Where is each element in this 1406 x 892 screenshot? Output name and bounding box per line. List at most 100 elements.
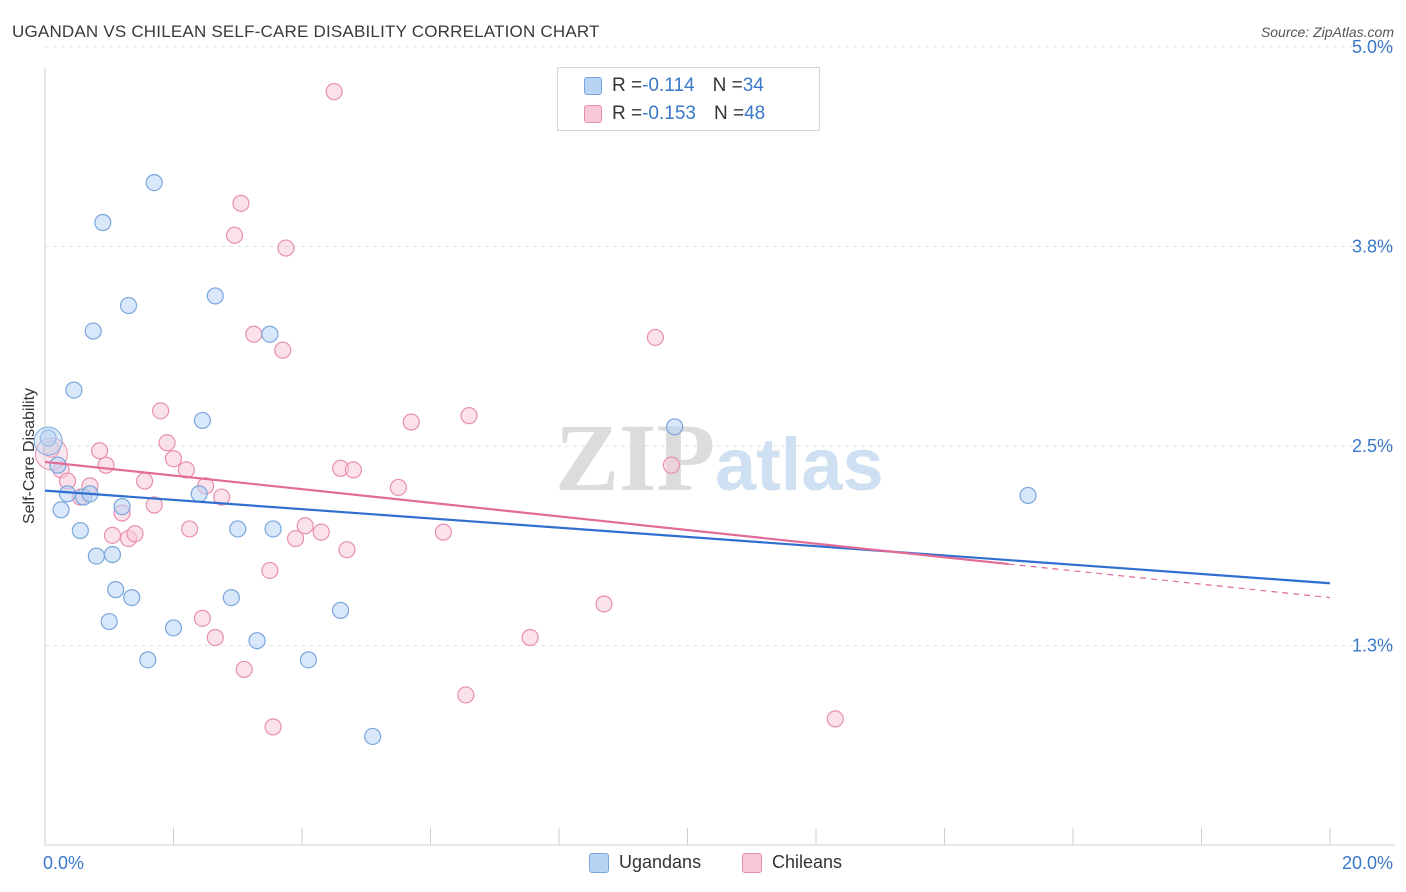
chilean-point [232, 194, 250, 212]
ugandan-point [190, 485, 208, 503]
ugandan-point [49, 456, 67, 474]
chilean-point [235, 660, 253, 679]
ugandan-point [331, 601, 350, 619]
ugandan-point [100, 612, 118, 631]
chilean-point [344, 461, 362, 479]
chilean-point [164, 450, 183, 468]
legend-swatch-ugandans [584, 77, 602, 95]
legend-swatch-chileans [584, 105, 602, 123]
y-tick-label: 5.0% [1352, 37, 1393, 57]
chilean-point [325, 83, 343, 101]
chilean-point [103, 526, 122, 544]
ugandan-point [666, 418, 684, 436]
x-max-label: 20.0% [1342, 853, 1393, 873]
chilean-point [135, 472, 154, 490]
chilean-point [274, 341, 292, 359]
ugandan-point [58, 485, 77, 503]
chilean-point [646, 328, 664, 347]
chilean-point [206, 628, 224, 647]
legend-n-value: 48 [744, 103, 766, 124]
chilean-point [389, 478, 407, 497]
chilean-point [277, 239, 295, 257]
gridlines [45, 46, 1395, 646]
ugandan-point [113, 498, 131, 516]
chilean-trend-dashed [1008, 563, 1331, 599]
y-tick-label: 3.8% [1352, 236, 1393, 256]
chilean-point [460, 407, 478, 425]
chilean-point [245, 325, 263, 343]
bottom-legend-label-chileans: Chileans [772, 852, 843, 872]
chilean-point [152, 402, 170, 420]
ugandan-point [1019, 486, 1037, 505]
chilean-point [402, 413, 420, 431]
ugandan-point [139, 651, 157, 669]
ugandan-point [364, 727, 382, 746]
ugandan-point [84, 322, 102, 340]
ugandan-points [33, 173, 1037, 746]
legend-r-value: -0.153 [642, 103, 696, 124]
source-label: Source: ZipAtlas.com [1260, 24, 1394, 40]
chilean-point [434, 523, 452, 541]
legend-n-label: N = [712, 75, 743, 96]
watermark-atlas: atlas [715, 423, 884, 506]
bottom-swatch-chileans [742, 852, 762, 873]
ugandan-point [107, 581, 125, 599]
chilean-point [126, 525, 144, 543]
ugandan-point [222, 588, 240, 607]
ugandan-point-large [33, 426, 63, 456]
chilean-point [180, 520, 199, 538]
ugandan-trend-line [44, 489, 1331, 585]
chilean-point [91, 442, 109, 460]
ugandan-point [87, 547, 106, 565]
y-tick-label: 1.3% [1352, 635, 1393, 655]
chilean-point [213, 488, 231, 506]
ugandan-point [145, 173, 163, 192]
chilean-point [261, 561, 279, 580]
trend-lines [44, 460, 1331, 599]
watermark: ZIP atlas [555, 404, 884, 511]
legend-r-label: R = [612, 103, 643, 124]
bottom-swatch-ugandans [589, 852, 609, 873]
ugandan-point [123, 588, 141, 607]
ugandan-point [229, 520, 247, 538]
legend-r-value: -0.114 [642, 75, 695, 96]
ugandan-point [39, 429, 57, 447]
ugandan-point [248, 632, 266, 650]
x-min-label: 0.0% [43, 853, 84, 873]
ugandan-point [65, 381, 83, 399]
chilean-point [145, 496, 163, 514]
chilean-point [296, 517, 314, 535]
bottom-legend-chileans: Chileans [742, 852, 842, 873]
y-tick-labels: 1.3% 2.5% 3.8% 5.0% [1352, 37, 1393, 656]
axes [44, 68, 1395, 846]
legend-row-ugandans: R = -0.114 N = 34 [558, 72, 764, 100]
ugandan-point [103, 545, 122, 564]
ugandan-point [119, 296, 138, 315]
ugandan-point [94, 213, 112, 232]
chilean-point [826, 710, 844, 728]
legend-n-value: 34 [742, 75, 764, 96]
y-tick-label: 2.5% [1352, 436, 1393, 456]
chilean-point [264, 718, 282, 736]
ugandan-point [71, 521, 89, 540]
ugandan-point [261, 325, 279, 343]
chilean-point [338, 541, 356, 559]
ugandan-point [193, 411, 212, 430]
chilean-point [158, 434, 176, 452]
stats-legend: R = -0.114 N = 34 R = -0.153 N = 48 [557, 67, 820, 131]
watermark-zip: ZIP [555, 404, 715, 511]
chilean-point [521, 628, 539, 647]
chilean-point [662, 456, 681, 474]
ugandan-point [52, 501, 70, 519]
chilean-point [286, 529, 305, 548]
legend-row-chileans: R = -0.153 N = 48 [558, 100, 765, 128]
chilean-point [225, 226, 244, 244]
chilean-point [595, 595, 613, 613]
chilean-point [312, 523, 330, 541]
chilean-point [97, 456, 115, 474]
bottom-legend-label-ugandans: Ugandans [619, 852, 702, 872]
legend-n-label: N = [713, 103, 745, 124]
y-axis-label: Self-Care Disability [21, 388, 38, 524]
x-ticks [44, 828, 1331, 845]
